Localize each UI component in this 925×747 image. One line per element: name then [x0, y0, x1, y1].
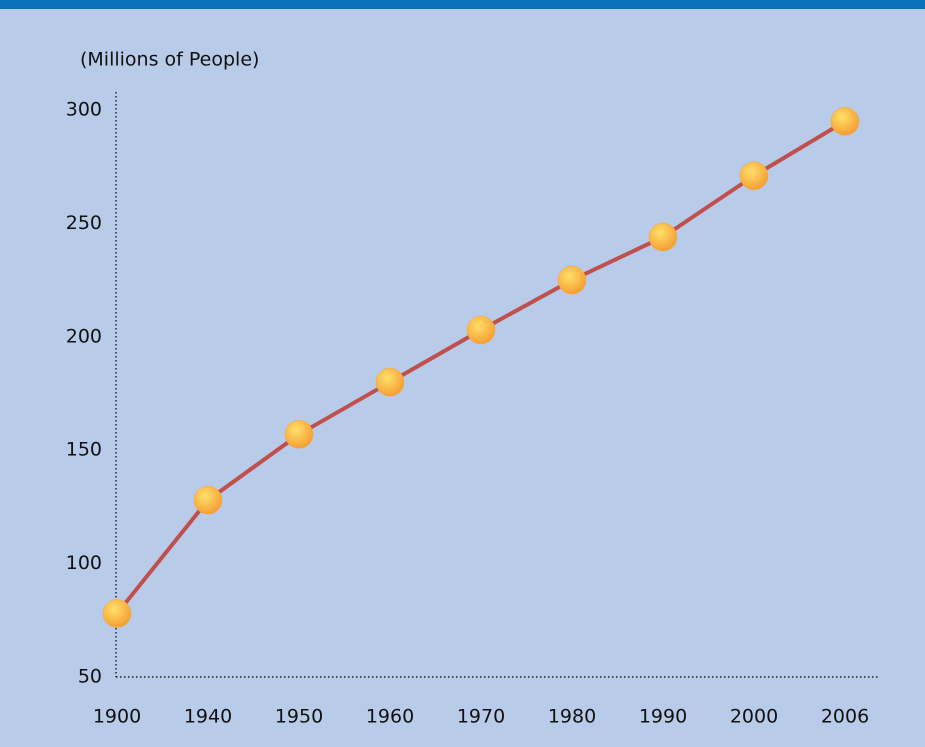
x-tick-label: 2000 [730, 706, 778, 728]
data-point [466, 315, 496, 345]
data-point [284, 420, 314, 449]
data-point [830, 107, 860, 136]
x-tick-label: 1980 [548, 706, 596, 728]
top-bar [0, 0, 925, 9]
x-tick-label: 1960 [366, 706, 414, 728]
data-point [102, 599, 132, 628]
data-point [648, 222, 678, 252]
data-point [375, 367, 405, 397]
y-tick-label: 50 [78, 666, 102, 688]
y-tick-label: 150 [66, 439, 102, 461]
y-tick-label: 250 [66, 212, 102, 234]
y-tick-label: 100 [66, 552, 102, 574]
axis-title: (Millions of People) [80, 49, 259, 71]
x-tick-label: 1970 [457, 706, 505, 728]
data-point [193, 485, 223, 515]
x-tick-label: 1900 [93, 706, 141, 728]
x-tick-label: 1990 [639, 706, 687, 728]
data-point [557, 265, 587, 295]
x-tick-label: 1940 [184, 706, 232, 728]
x-tick-label: 2006 [821, 706, 869, 728]
x-tick-label: 1950 [275, 706, 323, 728]
data-point [739, 161, 769, 191]
y-tick-label: 300 [66, 99, 102, 121]
y-tick-label: 200 [66, 325, 102, 347]
